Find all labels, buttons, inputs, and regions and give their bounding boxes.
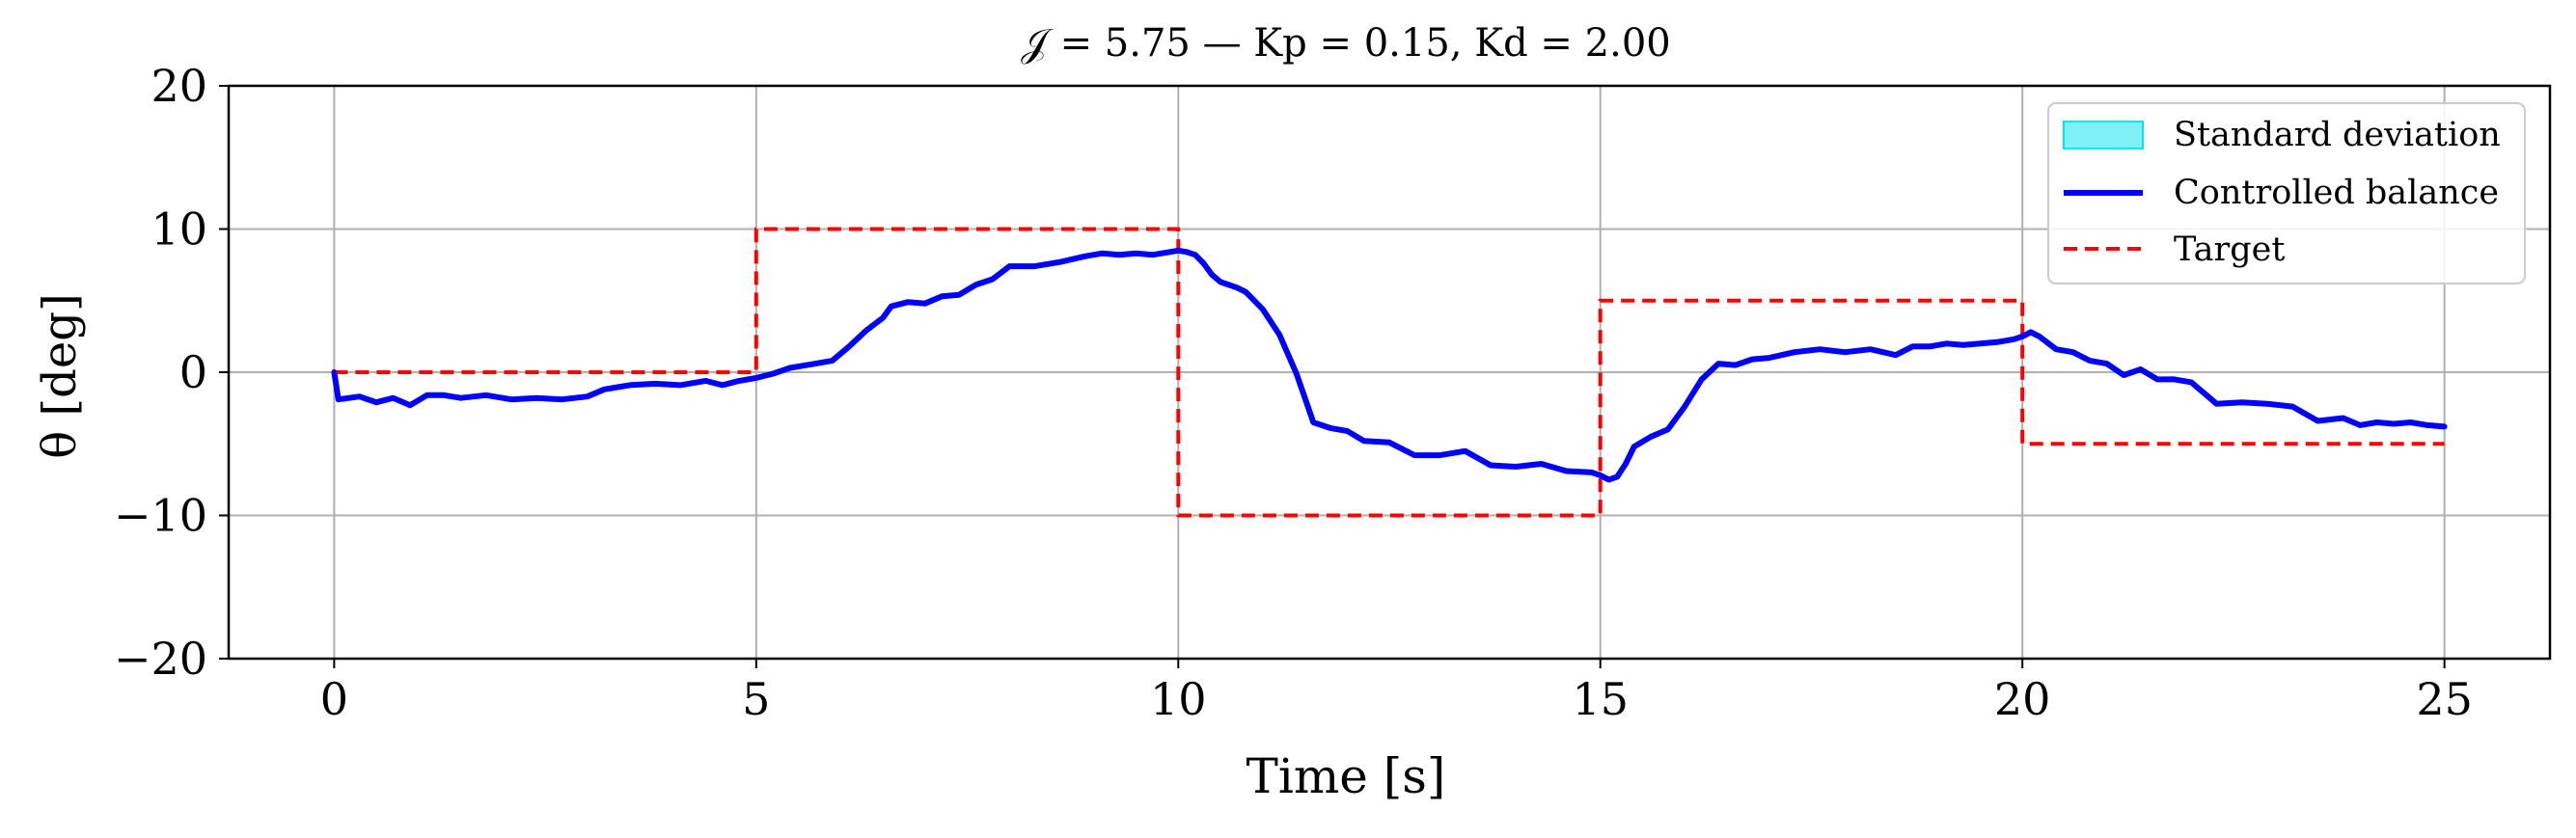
controlled-balance-line (331, 247, 2448, 483)
y-tick-label: 10 (151, 203, 207, 256)
chart-title: 𝒥 = 5.75 — Kp = 0.15, Kd = 2.00 (1021, 21, 1670, 66)
x-tick-label: 20 (1994, 673, 2051, 725)
legend-frame (2047, 102, 2526, 284)
y-tick-label: 20 (151, 60, 207, 112)
y-tick-label: 0 (179, 346, 207, 398)
legend: Standard deviation Controlled balance Ta… (2047, 102, 2526, 284)
target-line (334, 227, 2445, 518)
x-tick-label: 25 (2416, 673, 2473, 725)
legend-balance-label: Controlled balance (2174, 174, 2499, 212)
x-tick-label: 15 (1572, 673, 1629, 725)
x-tick-label: 0 (320, 673, 348, 725)
x-axis-label: Time [s] (1247, 748, 1446, 804)
y-tick-label: −20 (114, 633, 207, 685)
series-layer (331, 227, 2448, 518)
legend-target-label: Target (2174, 230, 2285, 269)
legend-std-swatch (2063, 121, 2144, 149)
x-tick-label: 10 (1150, 673, 1207, 725)
y-axis-label: θ [deg] (33, 293, 87, 458)
x-tick-label: 5 (742, 673, 770, 725)
ticks: 0 5 10 15 20 25 −20 −10 0 10 20 (114, 60, 2473, 725)
y-tick-label: −10 (114, 490, 207, 542)
legend-std-label: Standard deviation (2174, 116, 2501, 154)
